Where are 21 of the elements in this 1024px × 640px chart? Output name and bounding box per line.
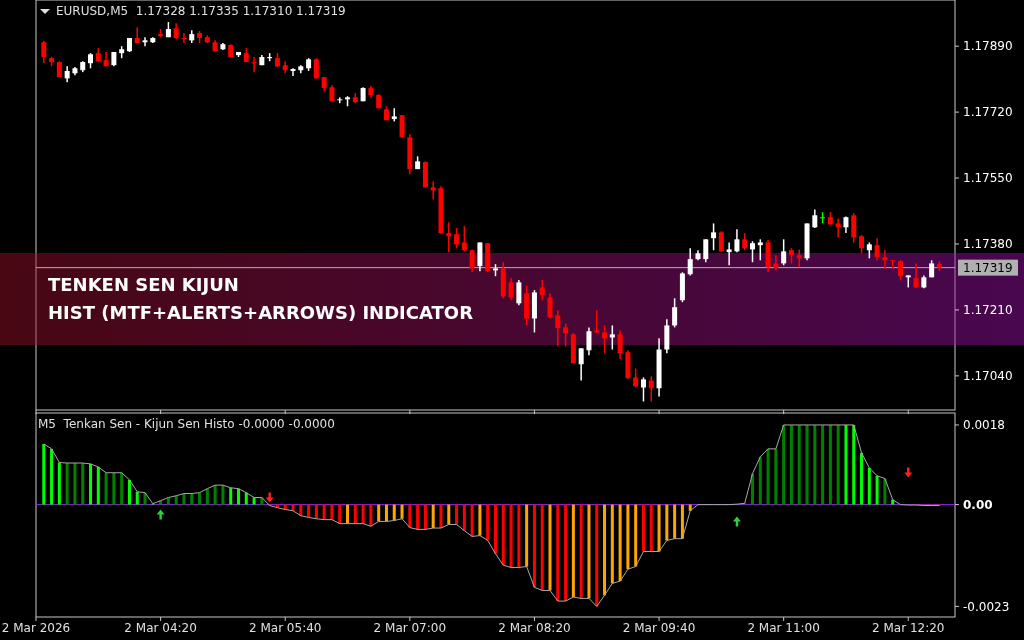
y-tick-label: 1.17380 [963,237,1013,252]
x-tick-label: 2 Mar 12:20 [872,621,945,635]
x-tick-label: 2 Mar 04:20 [124,621,197,635]
chart-title: M5 Tenkan Sen - Kijun Sen Histo -0.0000 -0.0000 [38,417,335,431]
x-tick-label: 2 Mar 2026 [1,621,71,635]
x-tick-label: 2 Mar 05:40 [248,621,322,635]
y-tick-label: 1.17890 [963,39,1013,54]
annotation: TENKEN SEN KIJUN HIST (MTF+ALERTS+ARROWS) INDICATOR [48,274,474,323]
y-tick-label: 1.17210 [963,303,1013,318]
y-tick-label: 1.17550 [963,171,1013,186]
chart-title: EURUSD,M5 1.17328 1.17335 1.17310 1.17319 [56,4,346,18]
y-tick-label: 0.0018 [963,418,1005,433]
x-tick-label: 2 Mar 07:00 [373,621,447,635]
y-tick-label: 1.17040 [963,369,1013,384]
ref-line-label: 1.17319 [963,260,1013,275]
y-tick-label: 1.17720 [963,105,1013,120]
x-tick-label: 2 Mar 09:40 [622,621,696,635]
x-tick-label: 2 Mar 08:20 [498,621,571,635]
x-tick-label: 2 Mar 11:00 [747,621,820,635]
y-tick-label: -0.0023 [963,599,1010,614]
y-tick-label: 0.00 [963,497,993,512]
